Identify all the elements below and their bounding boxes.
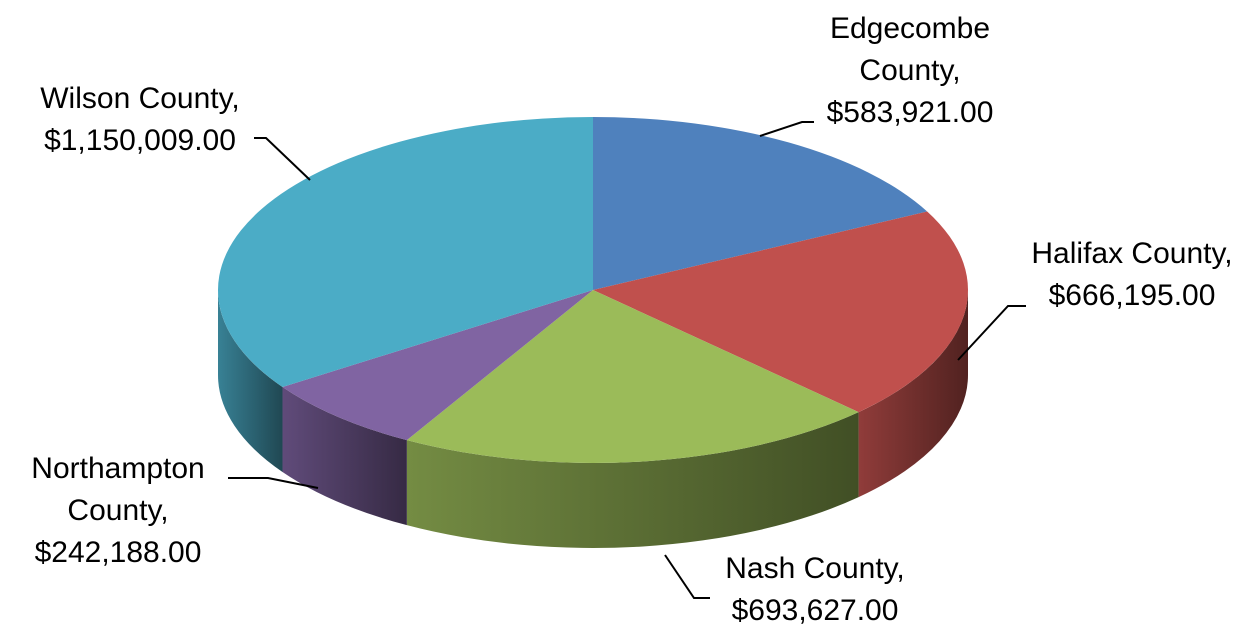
data-label: Wilson County, $1,150,009.00: [10, 78, 270, 162]
slice-side: [406, 412, 859, 548]
leader-line: [664, 554, 710, 599]
category-label: Nash County,: [725, 552, 905, 585]
slice: [593, 211, 969, 413]
slice-side: [218, 290, 283, 473]
category-label: Edgecombe County,: [829, 12, 991, 87]
data-label: Halifax County, $666,195.00: [1010, 233, 1254, 317]
category-label: Halifax County,: [1031, 237, 1233, 270]
slice: [406, 290, 859, 463]
data-label: Nash County, $693,627.00: [690, 548, 940, 632]
value-label: $693,627.00: [731, 594, 899, 627]
leader-line: [228, 477, 319, 489]
value-label: $583,921.00: [826, 96, 994, 129]
leader-line: [254, 137, 311, 181]
slice-side: [858, 290, 968, 498]
slice: [593, 117, 928, 290]
leader-line: [957, 305, 1026, 361]
value-label: $666,195.00: [1048, 279, 1216, 312]
leader-line: [759, 121, 814, 137]
slice: [282, 290, 593, 441]
data-label: Northampton County, $242,188.00: [0, 448, 236, 574]
slice: [217, 116, 593, 388]
slice-side: [282, 387, 407, 526]
category-label: Wilson County,: [40, 82, 240, 115]
data-label: Edgecombe County, $583,921.00: [800, 8, 1020, 134]
category-label: Northampton County,: [31, 452, 205, 527]
value-label: $1,150,009.00: [44, 124, 236, 157]
value-label: $242,188.00: [34, 536, 202, 569]
